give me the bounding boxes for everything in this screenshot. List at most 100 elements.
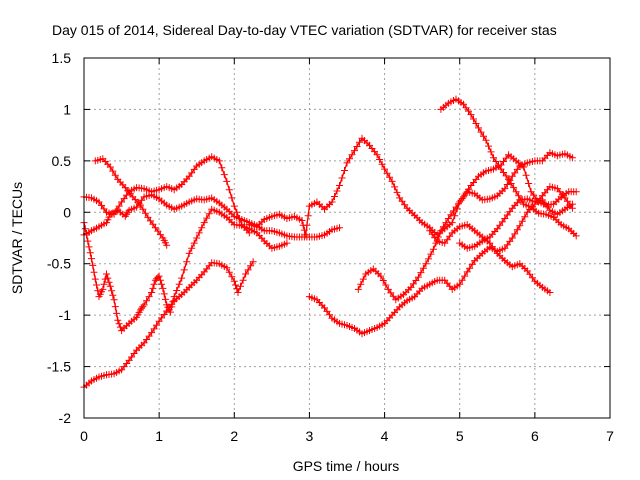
data-point [341, 167, 348, 174]
data-point [357, 280, 365, 288]
data-point [300, 226, 308, 234]
data-point [81, 225, 89, 233]
data-point [382, 281, 390, 289]
data-point [495, 161, 502, 169]
data-point [234, 289, 242, 296]
data-point [84, 237, 92, 245]
data-point [513, 226, 521, 234]
data-point [237, 282, 244, 290]
data-point [160, 290, 168, 298]
data-point [228, 273, 236, 281]
data-point [511, 230, 519, 238]
data-point [145, 293, 153, 301]
data-point [572, 188, 580, 196]
data-point [462, 189, 470, 197]
data-point [391, 183, 399, 191]
data-point [338, 174, 346, 182]
data-point [354, 285, 362, 293]
data-point [86, 249, 94, 257]
data-point [377, 272, 385, 280]
data-point [283, 239, 291, 247]
data-point [245, 229, 253, 237]
data-point [91, 275, 99, 283]
data-point [507, 180, 515, 187]
data-point [99, 285, 107, 293]
y-tick-label: -1.5 [47, 359, 71, 375]
data-point [166, 308, 174, 316]
data-point [153, 321, 161, 329]
data-point [168, 303, 176, 311]
data-point [463, 268, 471, 276]
data-point [249, 258, 257, 266]
data-point [155, 272, 163, 280]
data-point [456, 280, 464, 288]
data-point [381, 165, 389, 173]
x-tick-label: 2 [230, 428, 238, 444]
data-point [487, 148, 495, 156]
data-point [336, 182, 343, 189]
data-point [242, 270, 250, 278]
data-point [501, 185, 509, 193]
data-point [150, 325, 158, 333]
data-point [195, 229, 203, 237]
data-point [244, 266, 252, 274]
data-point [477, 128, 485, 136]
data-point [442, 219, 450, 227]
data-point [198, 224, 206, 232]
data-point [515, 192, 523, 200]
data-point [111, 171, 119, 179]
data-point [85, 243, 93, 251]
data-point [93, 281, 100, 289]
plot-frame [83, 57, 611, 419]
data-point [343, 159, 351, 167]
data-point [230, 202, 238, 210]
data-point [185, 249, 193, 257]
data-point [351, 147, 358, 155]
data-point [143, 297, 151, 305]
series-sat-d [91, 155, 171, 249]
data-point [116, 323, 124, 331]
data-point [247, 262, 255, 270]
data-point [521, 213, 529, 221]
y-axis-label: SDTVAR / TECUs [9, 182, 25, 294]
data-point [434, 233, 442, 241]
data-point [148, 329, 156, 337]
data-point [89, 261, 97, 269]
data-point [480, 132, 487, 140]
data-point [461, 272, 469, 280]
data-point [188, 244, 196, 252]
series-trace [459, 198, 573, 250]
data-point [220, 171, 228, 179]
data-point [522, 171, 530, 179]
data-point [503, 181, 511, 188]
x-tick-label: 6 [531, 428, 539, 444]
data-point [148, 289, 156, 296]
data-point [492, 158, 500, 165]
data-point [466, 264, 474, 272]
data-point [490, 154, 497, 162]
data-point [225, 268, 233, 276]
data-point [378, 160, 386, 168]
data-point [451, 212, 459, 220]
data-point [373, 151, 381, 159]
data-point [379, 277, 387, 284]
data-point [356, 138, 363, 146]
data-point [439, 223, 447, 231]
data-point [88, 255, 95, 263]
data-point [520, 163, 528, 171]
data-point [103, 270, 110, 278]
data-point [393, 188, 401, 196]
data-point [106, 282, 114, 290]
data-point [178, 274, 186, 282]
data-point [139, 205, 147, 213]
data-point [346, 155, 353, 163]
data-point [417, 269, 425, 277]
y-tick-label: -2 [59, 410, 72, 426]
series-sat-h [354, 151, 580, 304]
data-point [516, 222, 524, 230]
data-point [475, 124, 482, 132]
data-point [111, 303, 119, 311]
data-point [104, 274, 112, 282]
